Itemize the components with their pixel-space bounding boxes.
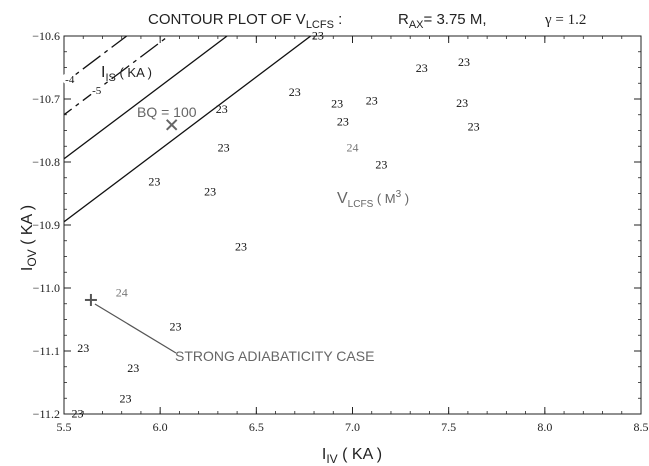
chart-title: CONTOUR PLOT OF VLCFS : <box>148 11 342 31</box>
x-tick-label: 8.5 <box>634 420 649 434</box>
vlcfs-label-23: 23 <box>170 319 182 333</box>
x-tick-label: 6.0 <box>153 420 168 434</box>
vlcfs-label-23: 23 <box>337 115 349 129</box>
vlcfs-label-23: 23 <box>416 61 428 75</box>
vlcfs-label-23: 23 <box>375 158 387 172</box>
axis-tick-labels: 5.5 6.0 6.5 7.0 7.5 8.0 8.5 −11.2 −11.1 −11.0 −10.… <box>32 29 648 434</box>
y-axis-label: IOV ( KA ) <box>19 205 39 271</box>
y-tick-label: −11.0 <box>33 281 60 295</box>
vlcfs-label-23: 23 <box>71 406 83 420</box>
iis-isoline <box>64 36 128 85</box>
vlcfs-label-23: 23 <box>289 85 301 99</box>
bq-marker <box>165 119 178 131</box>
iis-isolines <box>64 36 312 223</box>
y-tick-label: −10.8 <box>32 155 60 169</box>
vlcfs-label-23: 23 <box>127 361 139 375</box>
chart-title-rax: RAX= 3.75 M, <box>398 11 486 31</box>
vlcfs-label-23: 23 <box>366 93 378 107</box>
vlcfs-label-23: 23 <box>235 239 247 253</box>
iis-label: -5 <box>92 85 102 97</box>
bq-label: BQ = 100 <box>137 104 197 120</box>
plot-area <box>64 36 312 223</box>
vlcfs-label-23: 23 <box>218 141 230 155</box>
vlcfs-legend: VLCFS ( M3 ) <box>337 189 409 210</box>
vlcfs-label-23: 23 <box>77 341 89 355</box>
iis-label: -4 <box>65 74 75 86</box>
strong-adiabaticity-label: STRONG ADIABATICITY CASE <box>175 348 374 364</box>
iis-label-bg <box>59 69 79 88</box>
vlcfs-contour-labels: 2323232323232323232323232323232323232323… <box>71 28 479 420</box>
iis-isoline <box>64 36 312 223</box>
x-tick-label: 7.0 <box>345 420 360 434</box>
vlcfs-label-23: 23 <box>331 96 343 110</box>
x-tick-label: 8.0 <box>537 420 552 434</box>
vlcfs-label-23: 23 <box>216 102 228 116</box>
iis-isoline <box>64 36 229 160</box>
vlcfs-label-23: 23 <box>468 120 480 134</box>
y-tick-label: −10.6 <box>32 29 60 43</box>
vlcfs-label-23: 23 <box>120 391 132 405</box>
y-tick-label: −11.1 <box>33 344 60 358</box>
markers <box>84 119 178 354</box>
vlcfs-label-23: 23 <box>458 55 470 69</box>
x-axis-label: IIV ( KA ) <box>322 446 382 466</box>
vlcfs-label-23: 23 <box>204 185 216 199</box>
chart-title-gamma: γ = 1.2 <box>544 12 586 28</box>
y-tick-label: −11.2 <box>33 407 60 421</box>
strong-adiabaticity-leader <box>94 303 177 354</box>
y-tick-label: −10.7 <box>32 92 60 106</box>
iis-legend: IIS ( KA ) <box>101 64 152 84</box>
x-tick-label: 5.5 <box>57 420 72 434</box>
vlcfs-label-24: 24 <box>347 141 359 155</box>
iis-isoline-labels: -5-4-2-10123456789 <box>59 69 106 99</box>
y-tick-label: −10.9 <box>32 218 60 232</box>
vlcfs-label-23: 23 <box>312 28 324 42</box>
vlcfs-label-24: 24 <box>116 285 128 299</box>
x-tick-label: 7.5 <box>441 420 456 434</box>
iis-label-bg <box>86 80 106 99</box>
vlcfs-label-23: 23 <box>148 175 160 189</box>
x-tick-label: 6.5 <box>249 420 264 434</box>
axis-ticks <box>63 35 642 415</box>
vlcfs-label-23: 23 <box>456 96 468 110</box>
